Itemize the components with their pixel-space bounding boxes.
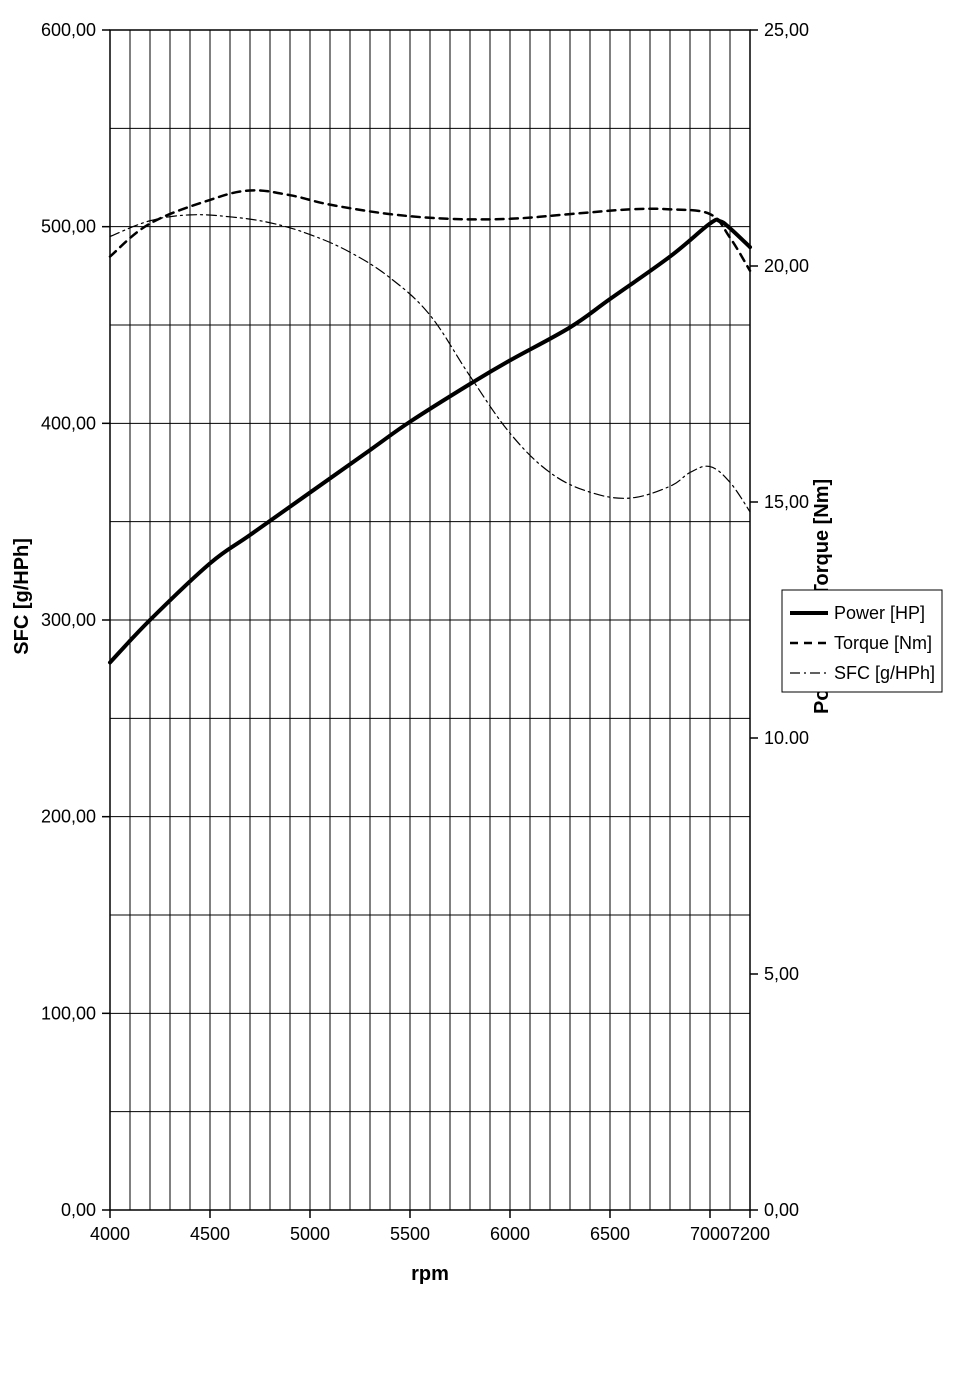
legend-label: SFC [g/HPh] — [834, 663, 935, 683]
x-tick-label: 4000 — [90, 1224, 130, 1244]
x-tick-label: 6500 — [590, 1224, 630, 1244]
y-right-tick-label: 0,00 — [764, 1200, 799, 1220]
y-right-tick-label: 10.00 — [764, 728, 809, 748]
legend-label: Torque [Nm] — [834, 633, 932, 653]
y-left-axis-label: SFC [g/HPh] — [11, 538, 33, 655]
y-left-tick-label: 400,00 — [41, 413, 96, 433]
y-left-tick-label: 300,00 — [41, 610, 96, 630]
x-tick-label: 7200 — [730, 1224, 770, 1244]
y-left-tick-label: 100,00 — [41, 1003, 96, 1023]
y-right-tick-label: 5,00 — [764, 964, 799, 984]
y-right-tick-label: 20,00 — [764, 256, 809, 276]
x-tick-label: 7000 — [690, 1224, 730, 1244]
x-tick-label: 6000 — [490, 1224, 530, 1244]
y-left-tick-label: 200,00 — [41, 807, 96, 827]
engine-performance-chart: 4000 4500 5000 5500 6000 6500 70007200 rpm 0,00 1… — [0, 0, 963, 1378]
y-left-tick-label: 500,00 — [41, 217, 96, 237]
y-left-tick-label: 0,00 — [61, 1200, 96, 1220]
x-axis-label: rpm — [411, 1263, 449, 1285]
y-left-tick-label: 600,00 — [41, 20, 96, 40]
chart-svg: 4000 4500 5000 5500 6000 6500 70007200 rpm 0,00 1… — [0, 0, 963, 1378]
y-right-tick-label: 25,00 — [764, 20, 809, 40]
x-tick-label: 4500 — [190, 1224, 230, 1244]
x-tick-label: 5500 — [390, 1224, 430, 1244]
x-tick-label: 5000 — [290, 1224, 330, 1244]
y-right-tick-label: 15,00 — [764, 492, 809, 512]
legend-label: Power [HP] — [834, 603, 925, 623]
